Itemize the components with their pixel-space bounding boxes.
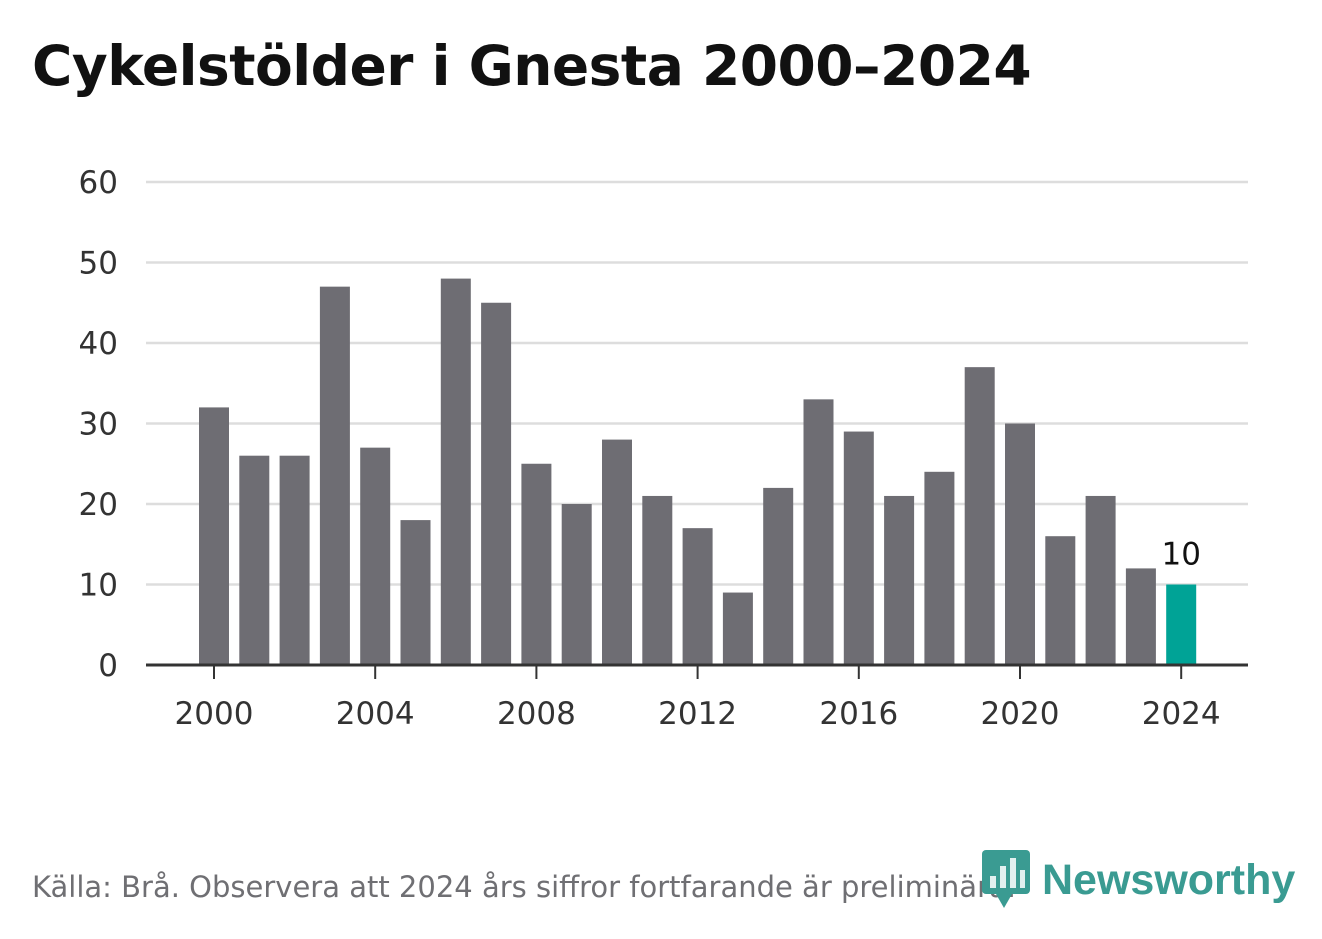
y-tick-label: 40 [79,326,118,362]
bar-2017 [884,495,915,665]
y-tick-label: 0 [98,648,118,684]
bars [199,278,1197,665]
bar-2004 [360,447,391,665]
bar-2024 [1166,584,1197,665]
bar-2019 [964,367,995,665]
bar-2002 [279,455,310,665]
bar-2009 [561,504,592,665]
data-labels: 10 [1161,537,1200,573]
bar-2023 [1125,568,1156,665]
bar-2011 [642,495,673,665]
x-tick-label: 2012 [658,696,737,732]
bar-2000 [199,407,229,665]
bar-2021 [1045,536,1076,665]
gridlines [146,180,1248,586]
bar-2018 [924,471,955,665]
y-tick-label: 10 [79,568,118,604]
bar-2014 [763,487,794,665]
bar-2022 [1085,495,1116,665]
brand-logo[interactable]: Newsworthy [982,850,1295,910]
y-tick-label: 50 [79,246,118,282]
x-tick-label: 2004 [336,696,415,732]
bar-2001 [239,455,270,665]
x-tick-label: 2000 [175,696,254,732]
y-tick-label: 20 [79,487,118,523]
bar-2008 [521,463,552,665]
bar-2005 [400,520,431,665]
x-axis: 2000 2004 2008 2012 2016 2020 2024 [146,663,1248,732]
chart-title: Cykelstölder i Gnesta 2000–2024 [32,34,1032,98]
y-tick-label: 30 [79,407,118,443]
bar-2013 [722,592,753,665]
bar-2010 [602,439,632,665]
bar-2007 [481,302,512,665]
x-tick-label: 2024 [1142,696,1221,732]
x-tick-label: 2020 [981,696,1060,732]
bar-2020 [1005,423,1035,665]
y-tick-label: 60 [79,165,118,201]
source-note: Källa: Brå. Observera att 2024 års siffr… [32,870,1016,904]
bar-2015 [803,399,834,665]
bar-2003 [319,286,350,665]
newsworthy-logo-icon [982,850,1030,908]
data-label-2024: 10 [1161,537,1200,573]
bar-2012 [682,528,713,665]
bar-2006 [440,278,471,665]
bar-2016 [843,431,874,665]
brand-name: Newsworthy [1042,855,1296,904]
y-axis-ticks: 0 10 20 30 40 50 60 [79,165,118,684]
x-tick-label: 2008 [497,696,576,732]
x-tick-label: 2016 [819,696,898,732]
